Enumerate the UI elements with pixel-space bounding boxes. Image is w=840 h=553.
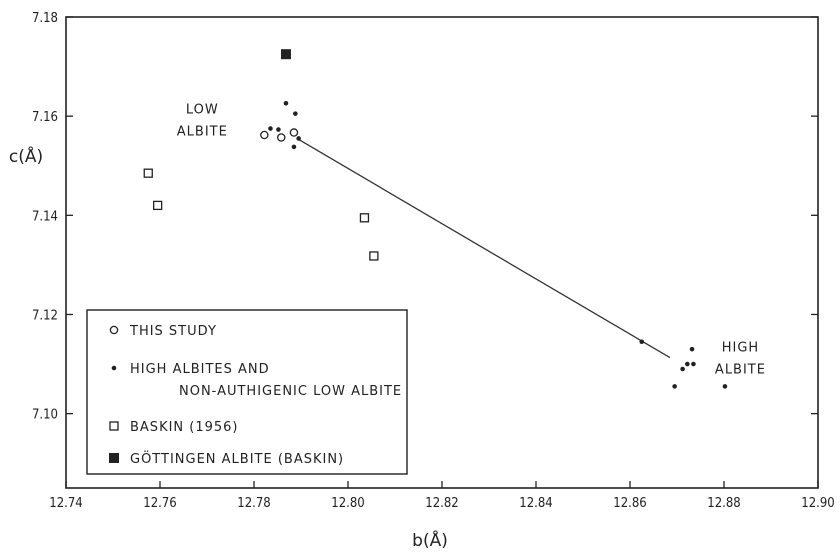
point-series1-11 — [691, 361, 696, 367]
annotation-0-line-1: ALBITE — [177, 125, 228, 140]
annotation-0: LOW ALBITE — [177, 103, 228, 140]
legend-label-1-1: NON-AUTHIGENIC LOW ALBITE — [179, 384, 402, 399]
legend-label-1-0: HIGH ALBITES AND — [130, 362, 270, 377]
x-tick-label-0: 12.74 — [49, 496, 82, 511]
point-series1-6 — [639, 339, 645, 345]
legend-label-3-0: GÖTTINGEN ALBITE (BASKIN) — [130, 450, 344, 467]
point-series2-3 — [369, 251, 379, 261]
ticks — [65, 16, 819, 488]
legend: THIS STUDY HIGH ALBITES AND NON-AUTHIGENIC… — [86, 309, 408, 475]
point-series1-0 — [268, 126, 273, 131]
x-tick-label-8: 12.90 — [801, 496, 834, 511]
legend-marker-0 — [109, 325, 119, 335]
x-tick-label-2: 12.78 — [237, 496, 270, 511]
y-tick-label-0: 7.10 — [32, 408, 58, 423]
y-tick-label-2: 7.14 — [32, 209, 58, 224]
legend-marker-1 — [111, 365, 117, 371]
point-series2-2 — [359, 213, 370, 223]
x-tick-label-6: 12.86 — [613, 496, 646, 511]
point-series1-1 — [276, 127, 281, 132]
point-series1-9 — [685, 361, 690, 367]
y-axis-label: c(Å) — [9, 145, 43, 167]
point-series1-3 — [293, 111, 298, 116]
legend-marker-3 — [109, 453, 119, 463]
point-series1-2 — [283, 100, 289, 106]
x-axis-label: b(Å) — [412, 529, 448, 551]
x-tick-label-7: 12.88 — [707, 496, 740, 511]
point-series0-0 — [260, 130, 269, 140]
x-tick-label-5: 12.84 — [519, 496, 552, 511]
annotations: LOW ALBITE HIGH ALBITE — [177, 103, 766, 378]
legend-box — [86, 309, 408, 475]
legend-marker-2 — [109, 421, 119, 431]
annotation-1: HIGH ALBITE — [715, 341, 766, 378]
legend-label-2-0: BASKIN (1956) — [130, 420, 239, 435]
point-series1-5 — [296, 136, 301, 141]
y-tick-label-1: 7.12 — [32, 308, 58, 323]
y-tick-label-4: 7.18 — [32, 11, 58, 26]
y-tick-label-3: 7.16 — [32, 110, 58, 125]
annotation-1-line-1: ALBITE — [715, 363, 766, 378]
annotation-1-line-0: HIGH — [722, 341, 759, 356]
x-tick-label-4: 12.82 — [425, 496, 458, 511]
trend-line — [298, 138, 671, 359]
point-series2-0 — [143, 168, 153, 178]
point-series1-8 — [680, 366, 685, 372]
point-series0-2 — [289, 128, 299, 137]
x-tick-label-1: 12.76 — [143, 496, 176, 511]
point-series1-12 — [722, 384, 728, 389]
point-series3-0 — [280, 49, 291, 60]
annotation-0-line-0: LOW — [186, 103, 219, 118]
legend-label-0-0: THIS STUDY — [129, 324, 217, 339]
point-series1-4 — [291, 144, 297, 150]
tick-labels: 12.74 12.76 12.78 12.80 12.82 12.84 12.86 12.88… — [32, 11, 835, 511]
point-series1-10 — [689, 346, 695, 352]
point-series0-1 — [277, 133, 286, 142]
x-tick-label-3: 12.80 — [331, 496, 364, 511]
point-series1-7 — [672, 384, 677, 389]
point-series2-1 — [152, 200, 163, 211]
data-points — [143, 49, 728, 389]
